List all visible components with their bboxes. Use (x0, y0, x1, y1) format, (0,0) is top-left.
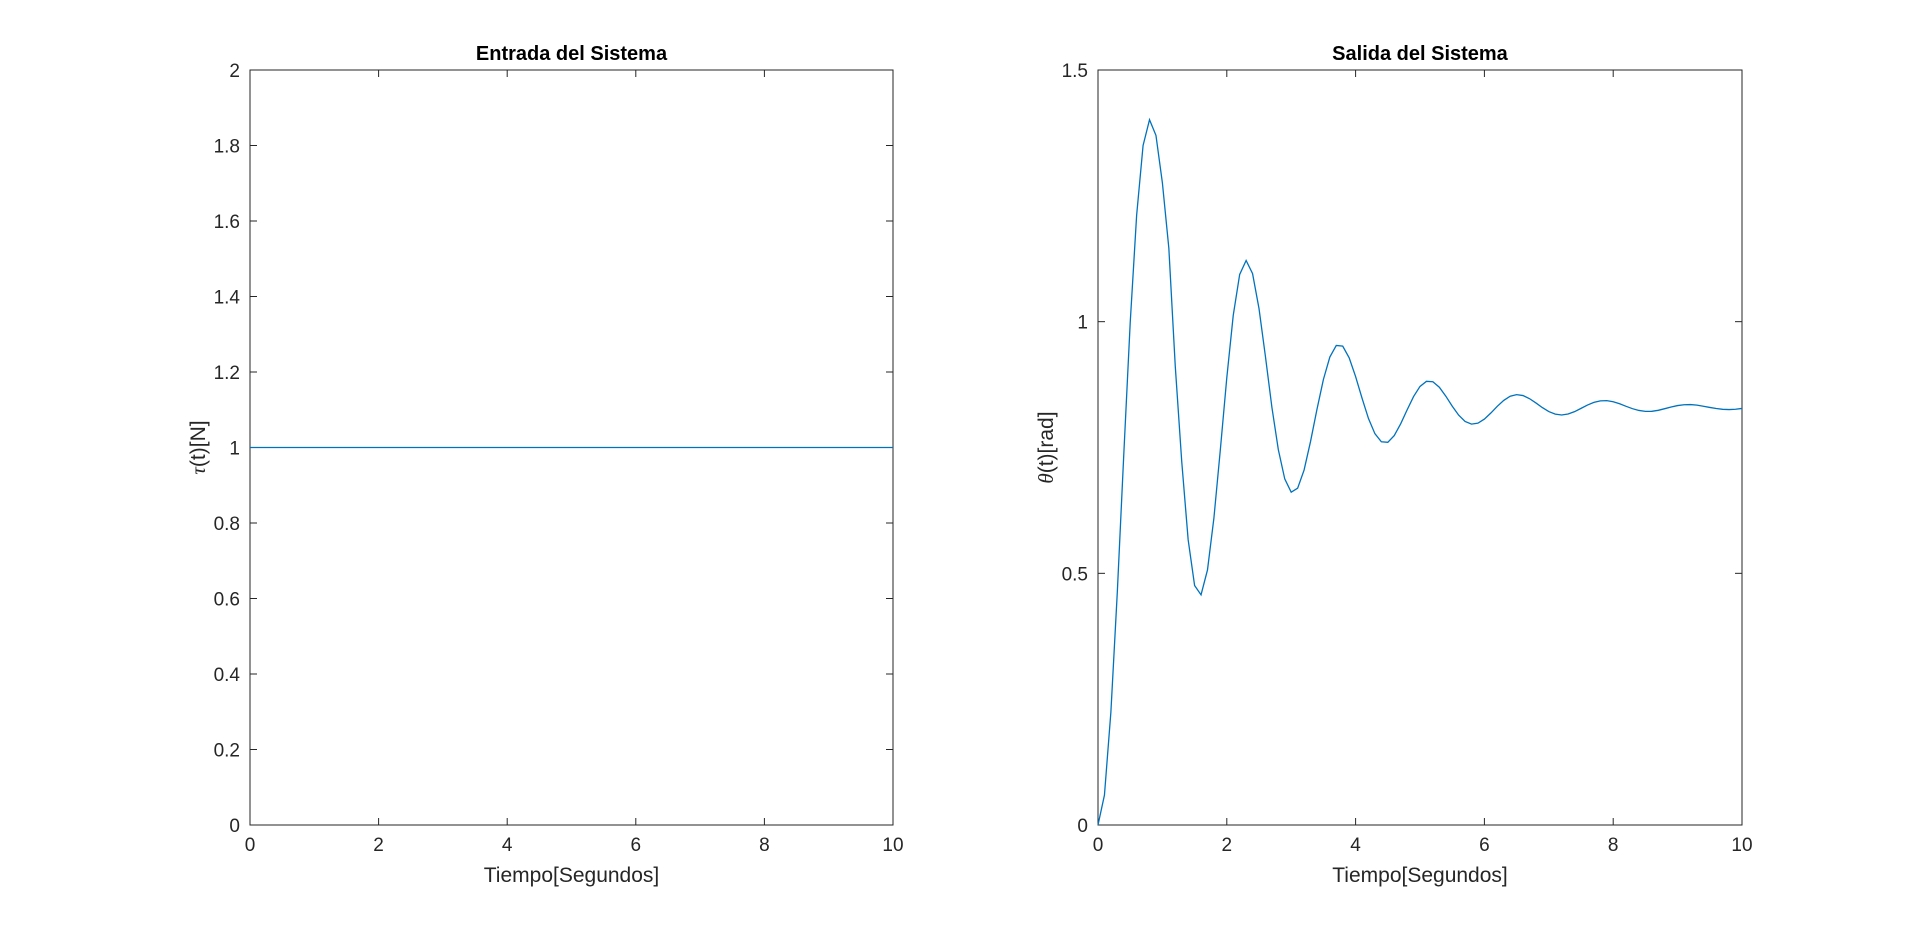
chart-title: Entrada del Sistema (476, 43, 668, 65)
x-tick-label: 4 (1350, 835, 1361, 856)
y-tick-label: 1 (229, 439, 240, 460)
chart-salida: 0 2 4 6 8 10 0 0.5 1 1.5 Salida del Sistema Tiempo[… (1034, 43, 1753, 887)
y-tick-label: 1 (1077, 313, 1088, 334)
y-axis-label-text: (t)[N] (187, 420, 210, 467)
y-axis-label-symbol: τ (186, 466, 210, 475)
x-axis-label: Tiempo[Segundos] (484, 864, 660, 887)
y-tick-label: 2 (229, 61, 240, 82)
x-tick-label: 10 (1731, 835, 1752, 856)
series-line (1097, 117, 1743, 826)
y-tick-label: 1.2 (214, 363, 240, 384)
x-tick-label: 8 (759, 835, 770, 856)
chart-entrada: 0 2 4 6 8 10 0 0.2 0.4 0.6 0.8 1 1.2 1.4 1.6 1.8 2 Entrad… (186, 43, 904, 887)
y-axis-label-text: (t)[rad] (1035, 411, 1058, 473)
y-tick-label: 1.4 (214, 288, 241, 309)
y-tick-label: 1.6 (214, 212, 240, 233)
y-tick-label: 0.6 (214, 590, 240, 611)
y-tick-label: 0.2 (214, 741, 240, 762)
x-tick-label: 4 (502, 835, 513, 856)
y-tick-label: 0.8 (214, 514, 240, 535)
x-tick-label: 0 (1093, 835, 1104, 856)
y-axis-label: θ(t)[rad] (1034, 411, 1058, 483)
x-tick-label: 6 (1479, 835, 1490, 856)
y-axis-label-symbol: θ (1034, 473, 1058, 483)
axes-box (1097, 69, 1743, 826)
x-tick-label: 6 (631, 835, 642, 856)
y-tick-label: 0 (229, 816, 240, 837)
y-tick-label: 0 (1077, 816, 1088, 837)
x-axis-label: Tiempo[Segundos] (1332, 864, 1508, 887)
x-tick-label: 0 (245, 835, 256, 856)
chart-title: Salida del Sistema (1332, 43, 1509, 65)
y-tick-label: 0.5 (1062, 564, 1088, 585)
y-axis-label: τ(t)[N] (186, 420, 210, 474)
x-tick-label: 2 (1222, 835, 1233, 856)
x-tick-label: 8 (1608, 835, 1619, 856)
y-tick-label: 1.8 (214, 137, 240, 158)
y-tick-label: 0.4 (214, 665, 241, 686)
x-tick-label: 10 (882, 835, 903, 856)
x-tick-label: 2 (373, 835, 384, 856)
y-tick-label: 1.5 (1062, 61, 1088, 82)
